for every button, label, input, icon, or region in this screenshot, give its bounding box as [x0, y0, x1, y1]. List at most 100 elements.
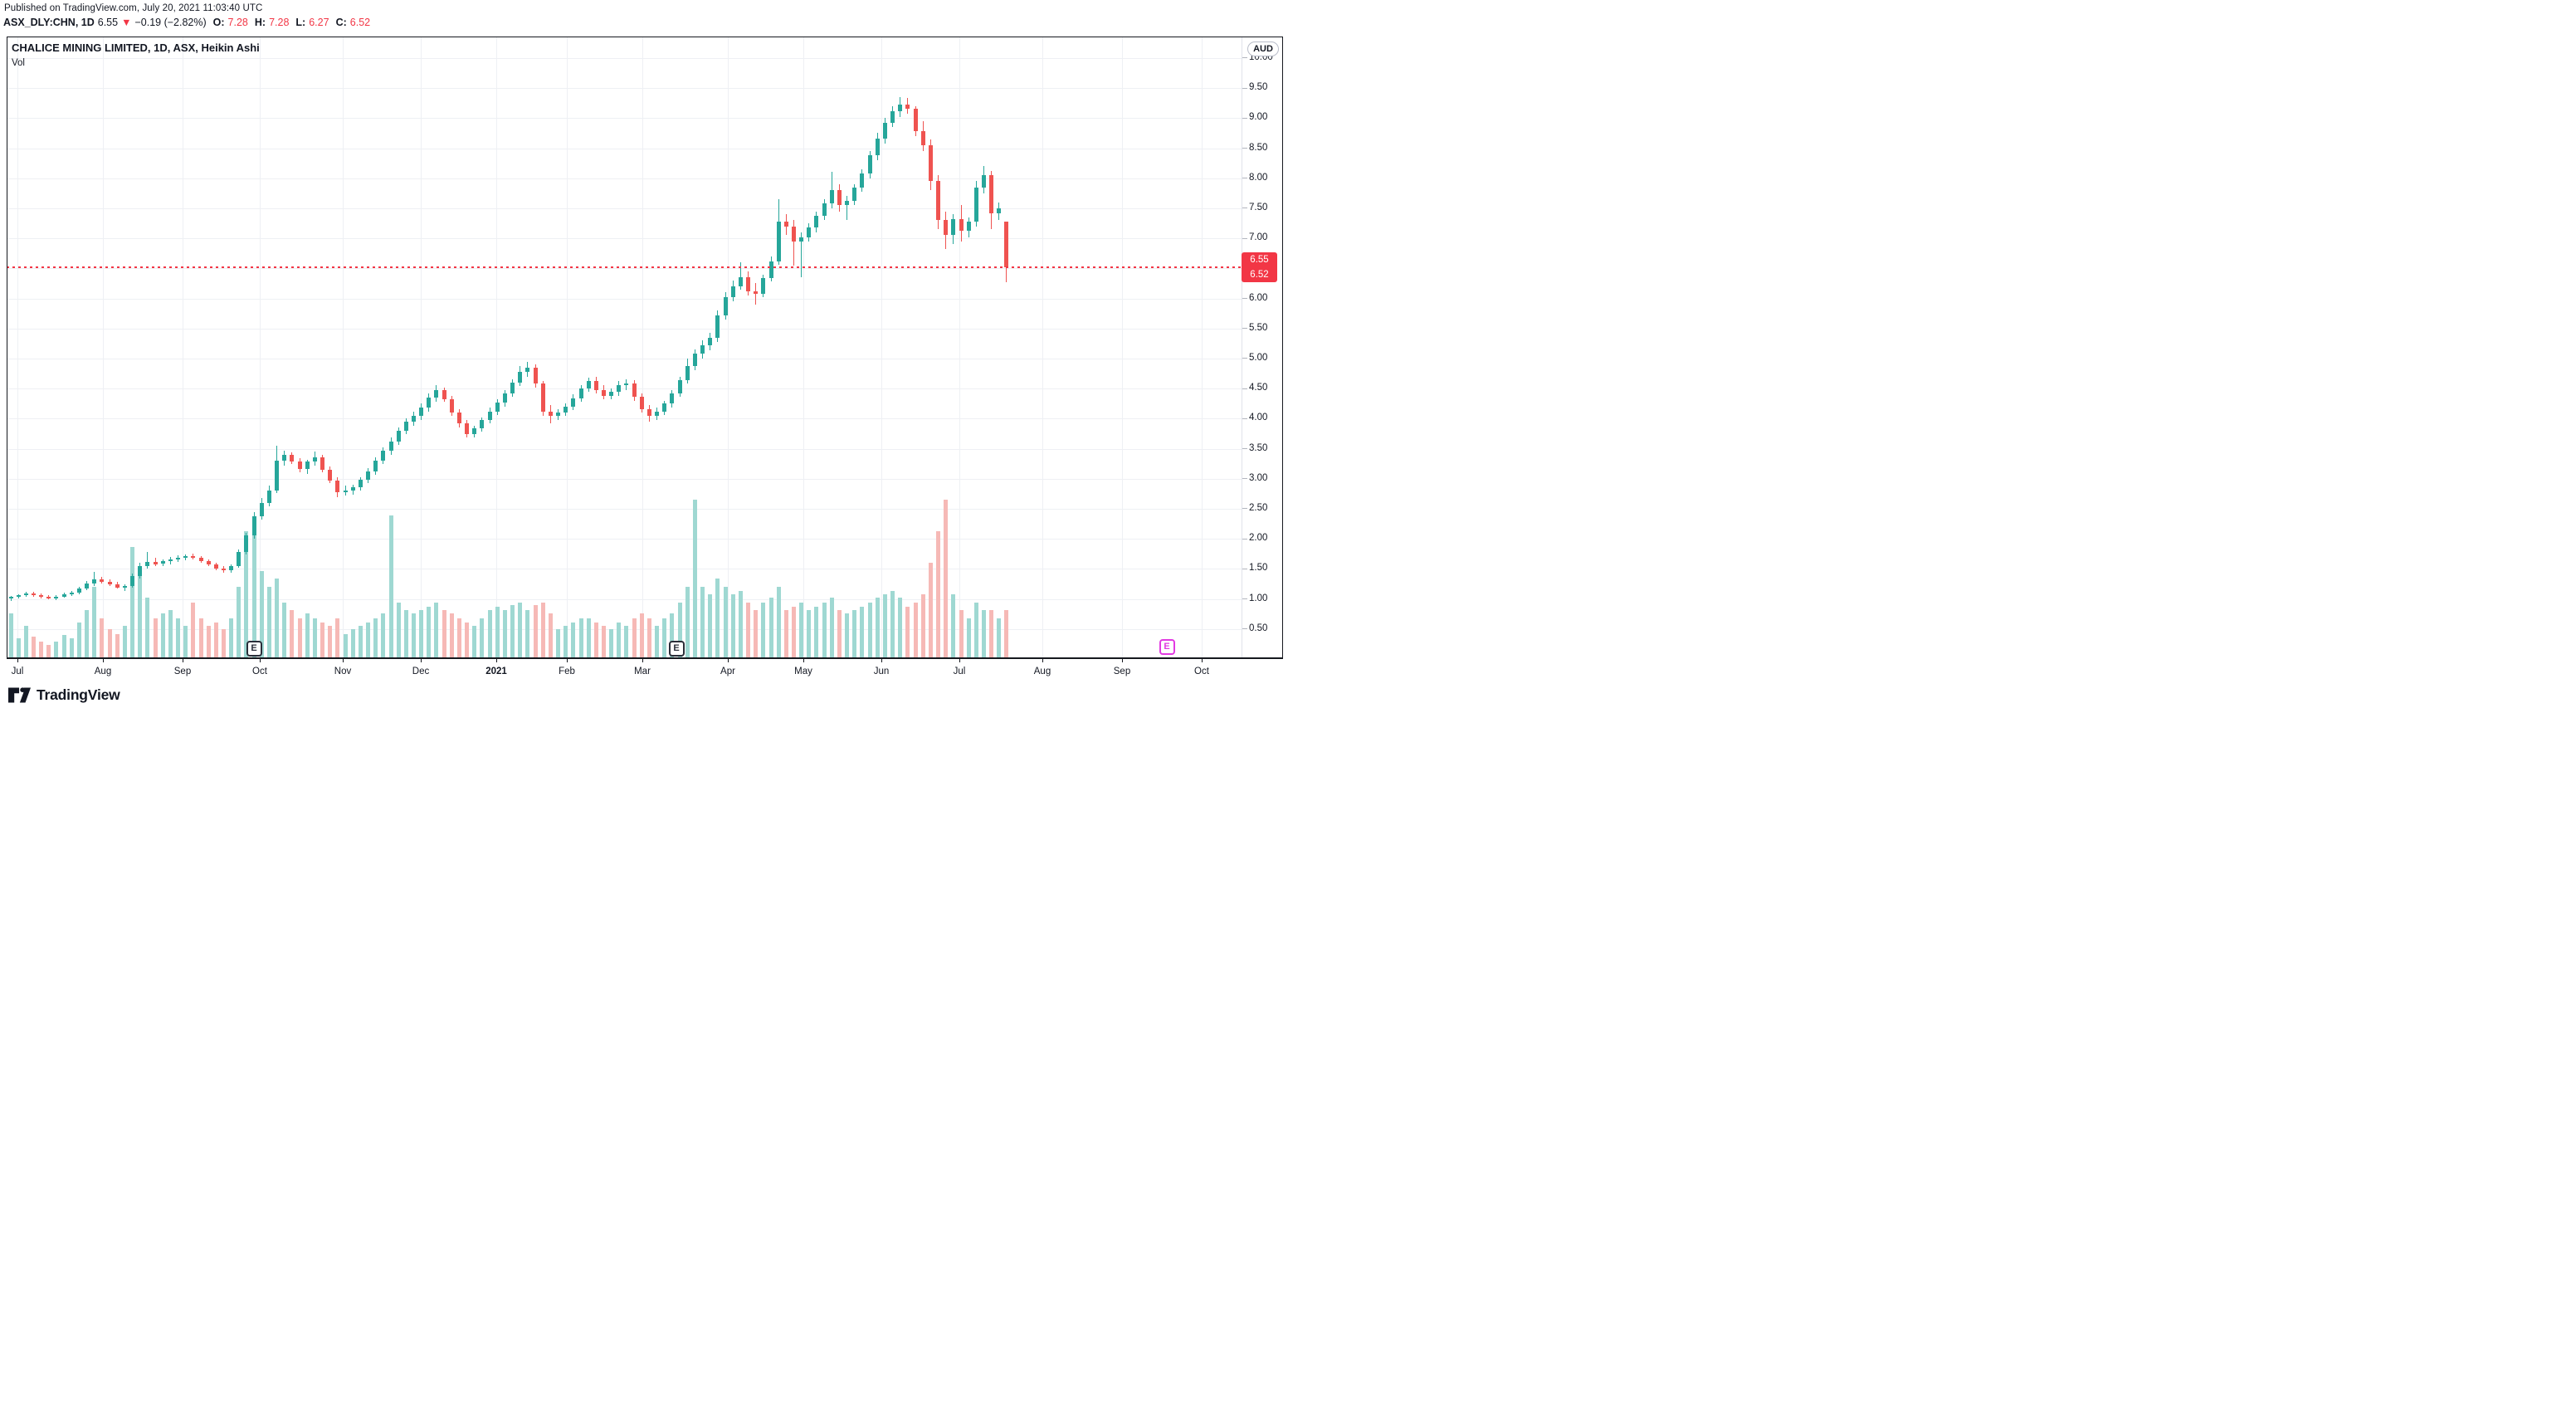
volume-bar [487, 610, 492, 657]
volume-bar [373, 618, 378, 657]
volume-bar [928, 563, 933, 657]
candle-body [54, 596, 59, 598]
down-arrow-icon: ▼ [121, 17, 132, 28]
candle-body [905, 105, 910, 110]
candle-body [244, 535, 249, 553]
volume-bar [708, 594, 713, 657]
month-label: Jul [953, 667, 966, 676]
volume-bar [472, 626, 477, 657]
h-gridline [7, 598, 1242, 600]
candle-body [480, 419, 485, 428]
v-gridline [567, 37, 568, 657]
volume-bar [266, 586, 271, 657]
candle-body [122, 586, 127, 588]
time-axis-tick [343, 659, 344, 662]
candle-body [783, 221, 788, 227]
price-axis-tick [1242, 328, 1247, 330]
price-axis[interactable]: 10.00 9.50 9.00 8.50 8.00 7.50 7.00 6.00 5.50 5.0… [0, 0, 1288, 710]
open-value: 7.28 [227, 17, 248, 28]
candle-body [920, 131, 925, 145]
candlestick-plot-area[interactable] [0, 0, 1288, 710]
volume-bar [442, 610, 446, 657]
h-gridline [7, 298, 1242, 300]
time-axis-tick [642, 659, 643, 662]
volume-bar [700, 586, 705, 657]
price-label: 9.00 [1249, 112, 1268, 123]
price-label: 8.50 [1249, 142, 1268, 153]
candle-body [46, 597, 51, 598]
time-axis-tick [103, 659, 104, 662]
price-axis-tick [1242, 628, 1247, 630]
currency-badge[interactable]: AUD [1247, 42, 1279, 56]
price-axis-tick [1242, 57, 1247, 59]
candle-body [692, 354, 697, 366]
volume-bar [335, 618, 340, 657]
candle-body [882, 123, 887, 139]
volume-bar [783, 610, 788, 657]
volume-bar [768, 597, 773, 657]
price-axis-tick [1242, 418, 1247, 419]
candle-body [533, 367, 538, 384]
overlay-layer [0, 0, 1288, 710]
candle-body [738, 277, 743, 287]
frame-bottom [7, 657, 1283, 659]
high-value: 7.28 [269, 17, 290, 28]
volume-bar [434, 602, 439, 657]
candle-body [655, 411, 660, 416]
volume-bar [898, 597, 903, 657]
tradingview-logo-text: TradingView [37, 686, 120, 703]
candle-body [670, 393, 675, 404]
candle-body [860, 173, 865, 188]
volume-bar [358, 626, 363, 657]
candle-body [973, 187, 978, 222]
v-gridline [260, 37, 261, 657]
candle-body [350, 486, 355, 491]
volume-bar [8, 613, 13, 657]
candle-body [115, 584, 120, 588]
candle-body [358, 480, 363, 487]
candle-body [343, 491, 348, 492]
volume-indicator-label[interactable]: Vol [12, 58, 25, 68]
candle-body [548, 411, 553, 416]
candle-body [867, 155, 872, 173]
earnings-marker[interactable]: E [246, 640, 262, 657]
volume-bar [456, 618, 461, 657]
candle-body [221, 568, 226, 571]
tradingview-logo[interactable]: TradingView [8, 686, 120, 705]
candle-body [419, 408, 424, 416]
price-label: 4.00 [1249, 413, 1268, 423]
candle-body [822, 203, 827, 216]
candle-body [259, 502, 264, 516]
volume-bar [525, 610, 530, 657]
price-label: 1.50 [1249, 563, 1268, 574]
candle-body [456, 413, 461, 424]
v-gridline [642, 37, 643, 657]
symbol-name[interactable]: ASX_DLY:CHN, 1D [3, 17, 95, 28]
earnings-marker[interactable]: E [668, 640, 685, 657]
time-axis-tick [1202, 659, 1203, 662]
volume-bar [396, 602, 401, 657]
candle-body [487, 411, 492, 420]
candle-body [662, 403, 667, 412]
time-axis[interactable]: Jul Aug Sep Oct Nov Dec 2021 Feb Mar Apr May Jun Jul… [0, 0, 1288, 710]
candle-body [624, 383, 629, 386]
volume-bar [730, 594, 735, 657]
month-label: Aug [94, 667, 112, 676]
price-label: 4.50 [1249, 383, 1268, 393]
volume-bar [867, 602, 872, 657]
time-axis-tick [1122, 659, 1123, 662]
candle-body [540, 383, 545, 412]
grid-layer [0, 0, 1288, 710]
volume-bar [198, 618, 203, 657]
price-axis-tick [1242, 148, 1247, 149]
candle-body [966, 221, 971, 232]
volume-bar [890, 591, 895, 657]
v-gridline [1122, 37, 1123, 657]
earnings-marker[interactable]: E [1159, 638, 1175, 655]
volume-bar [282, 602, 287, 657]
volume-bar [670, 613, 675, 657]
volume-bar [639, 613, 644, 657]
volume-bar [427, 607, 432, 657]
volume-bar [191, 602, 196, 657]
price-label: 7.50 [1249, 202, 1268, 212]
